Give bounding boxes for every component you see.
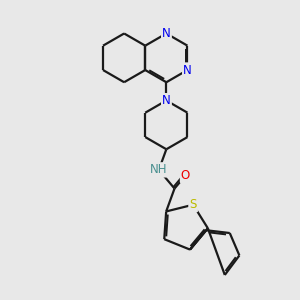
Text: N: N — [183, 64, 192, 76]
Text: N: N — [162, 94, 171, 107]
Text: N: N — [162, 94, 171, 107]
Text: S: S — [190, 198, 197, 211]
Text: NH: NH — [150, 164, 168, 176]
Text: NH: NH — [150, 164, 168, 176]
Text: N: N — [162, 27, 171, 40]
Text: O: O — [181, 169, 190, 182]
Text: N: N — [183, 64, 192, 76]
Text: S: S — [190, 198, 197, 211]
Text: O: O — [181, 169, 190, 182]
Text: N: N — [162, 27, 171, 40]
